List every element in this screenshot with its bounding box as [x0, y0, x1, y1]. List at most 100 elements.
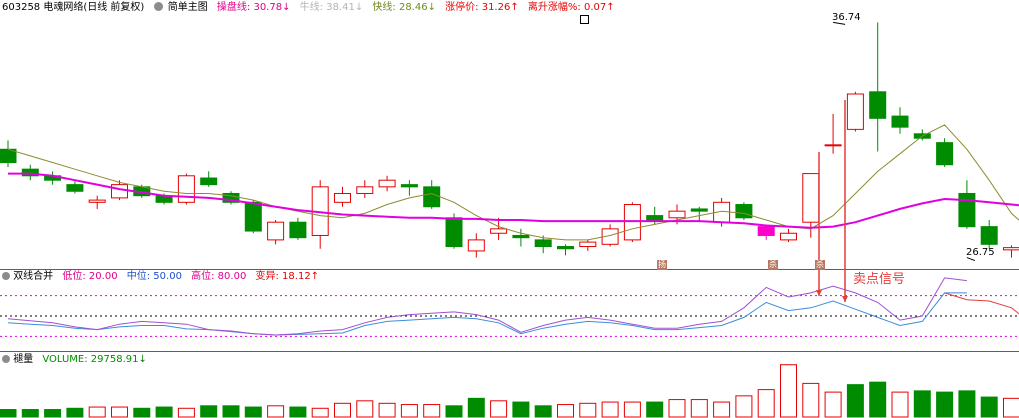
candle-body	[846, 93, 864, 130]
volume-bar	[44, 409, 62, 418]
legend-item-1: 牛线: 38.41↓	[299, 2, 364, 13]
candle-body	[88, 199, 106, 203]
volume-bar	[88, 406, 106, 418]
gear-icon[interactable]	[153, 2, 163, 11]
candle-body	[490, 228, 508, 234]
candle-body	[21, 168, 39, 177]
candle-body	[177, 175, 195, 203]
oscillator-panel	[0, 277, 1019, 337]
volume-bar	[913, 390, 931, 418]
stock-title: 603258 电魂网络(日线 前复权)	[2, 2, 145, 13]
volume-bar	[334, 402, 351, 418]
candle-body	[802, 173, 820, 223]
osc-item-1: 中位: 50.00	[126, 271, 182, 282]
volume-bar	[177, 407, 195, 418]
volume-bar	[267, 405, 285, 418]
candle-body	[557, 246, 574, 250]
volume-bar	[378, 402, 396, 418]
legend-item-0: 操盘线: 30.78↓	[216, 2, 291, 13]
candle-body	[356, 186, 374, 194]
volume-bar	[155, 406, 173, 418]
volume-bar	[757, 389, 775, 418]
candle-body	[244, 201, 262, 232]
candle-body	[222, 192, 240, 203]
sell-arrow-2-head	[842, 296, 848, 302]
volume-bar	[958, 390, 976, 418]
marker-1: 杀	[768, 260, 778, 270]
volume-bar	[490, 400, 508, 418]
volume-bar	[222, 405, 240, 418]
volume-bar	[869, 381, 887, 418]
volume-bar	[111, 406, 128, 418]
price-legend: 603258 电魂网络(日线 前复权) 简单主图 操盘线: 30.78↓ 牛线:…	[2, 2, 615, 14]
volume-item-0: VOLUME: 29758.91↓	[42, 354, 147, 365]
candle-body	[0, 148, 17, 164]
volume-bar	[534, 405, 552, 418]
volume-bar	[66, 407, 84, 418]
candle-body	[735, 204, 753, 219]
candle-body	[534, 239, 552, 248]
volume-bar	[311, 407, 329, 418]
candle-body	[980, 226, 998, 245]
volume-bar	[824, 391, 842, 418]
candle-body	[267, 221, 285, 241]
volume-bar	[423, 404, 441, 418]
candle-body	[400, 184, 418, 188]
candle-body	[66, 184, 84, 192]
candle-body	[445, 217, 463, 248]
volume-panel	[0, 364, 1019, 418]
volume-bar	[445, 405, 463, 418]
volume-bar	[400, 404, 418, 418]
candle-body	[646, 215, 664, 221]
legend-item-4: 离升涨幅%: 0.07↑	[527, 2, 615, 13]
ma-long-line	[8, 172, 1019, 229]
osc-item-0: 低位: 20.00	[62, 271, 118, 282]
indicator-name[interactable]: 简单主图	[167, 2, 208, 13]
candle-body	[467, 239, 485, 252]
volume-name[interactable]: 褪量	[13, 354, 34, 365]
oscillator-name[interactable]: 双线合并	[13, 271, 54, 282]
ma-short-line	[7, 124, 1019, 241]
volume-bar	[668, 399, 686, 418]
candle-body	[1003, 247, 1019, 251]
osc-item-3: 变异: 18.12↑	[255, 271, 320, 282]
volume-bar	[980, 396, 998, 418]
low-pointer	[966, 257, 976, 262]
volume-bar	[780, 364, 797, 418]
candle-body	[936, 142, 954, 166]
osc-red-line	[944, 292, 1019, 315]
volume-bar	[623, 401, 641, 418]
candle-body	[579, 241, 597, 248]
candle-body	[824, 144, 842, 147]
osc-item-2: 高位: 80.00	[191, 271, 247, 282]
high-pointer	[833, 21, 846, 25]
crosshair-square-icon[interactable]	[580, 15, 589, 24]
volume-bar	[557, 404, 574, 418]
volume-bar	[467, 397, 485, 418]
gear-icon[interactable]	[2, 355, 10, 363]
volume-bar	[735, 395, 753, 418]
annotation-layer	[816, 21, 976, 302]
volume-bar	[356, 400, 374, 418]
candle-body	[111, 184, 128, 199]
candle-body	[869, 91, 887, 119]
candle-body	[512, 234, 530, 239]
osc-blue-line	[7, 292, 967, 336]
marker-0: 扬	[657, 260, 667, 270]
candle-body	[623, 204, 641, 241]
price-panel	[0, 22, 1019, 258]
candle-body	[757, 226, 775, 236]
volume-bar	[936, 391, 954, 418]
candle-body	[690, 208, 708, 212]
volume-bar	[579, 402, 597, 418]
candle-body	[891, 115, 909, 128]
sell-signal-annotation: 卖点信号	[853, 272, 906, 287]
candle-body	[334, 192, 351, 203]
candle-body	[780, 232, 797, 241]
volume-bar	[133, 407, 151, 418]
gear-icon[interactable]	[2, 272, 10, 280]
candle-body	[423, 186, 441, 208]
candle-body	[289, 221, 307, 239]
